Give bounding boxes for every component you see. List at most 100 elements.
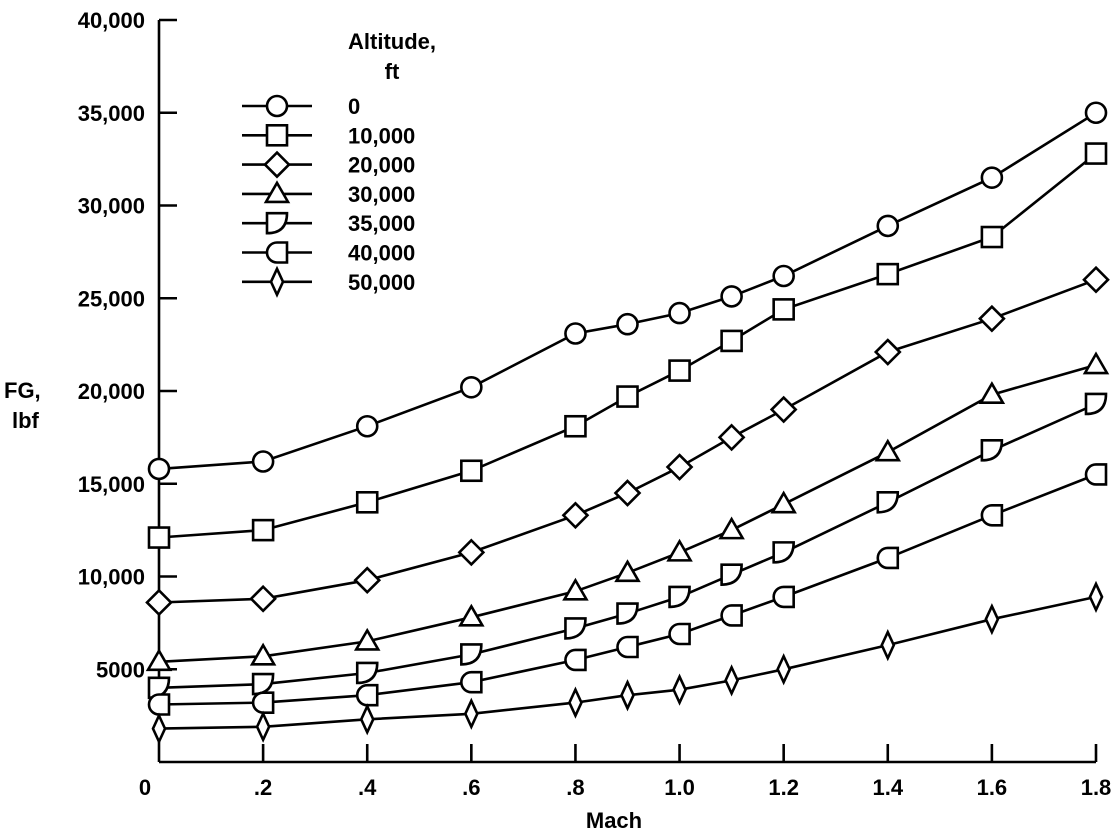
legend-marker [265, 124, 289, 147]
series-20000 [145, 265, 1110, 617]
data-point [147, 693, 171, 716]
x-tick-label: .6 [462, 775, 480, 800]
data-point [978, 381, 1006, 405]
series-lines [145, 101, 1110, 745]
data-point [873, 338, 902, 366]
data-point [616, 312, 639, 336]
data-point [145, 588, 173, 617]
data-point [980, 439, 1004, 462]
legend-entry: 50,000 [242, 265, 415, 298]
x-tick-label: 1.0 [664, 775, 695, 800]
data-point [720, 563, 743, 586]
data-point [776, 653, 792, 686]
data-point [1084, 101, 1108, 125]
data-point [717, 423, 746, 452]
y-axis-title-line-1: FG, [4, 378, 41, 403]
y-tick-label: 5000 [96, 657, 145, 682]
data-point [355, 683, 379, 707]
data-point [668, 585, 691, 609]
data-point [672, 673, 687, 706]
data-point [458, 603, 485, 627]
x-tick-label: 1.2 [768, 775, 799, 800]
data-point [564, 322, 587, 345]
data-point [1084, 142, 1108, 165]
data-point [613, 479, 642, 507]
x-tick-label: 0 [139, 775, 151, 800]
data-point [145, 648, 173, 672]
legend-title-line-2: ft [385, 59, 400, 84]
data-point [151, 712, 167, 745]
data-point [876, 491, 900, 514]
series-line [158, 402, 1097, 690]
legend-entry: 40,000 [242, 241, 415, 266]
data-point [355, 414, 379, 438]
y-tick-label: 15,000 [78, 472, 145, 497]
data-point [460, 459, 483, 483]
legend: 0 10,000 20,000 30,000 35,000 40,000 50,000 [242, 94, 415, 298]
data-point [665, 453, 694, 481]
y-tick-label: 10,000 [78, 565, 145, 590]
x-tick-label: .4 [358, 775, 377, 800]
data-point [770, 490, 797, 514]
data-point [880, 629, 896, 662]
data-point [980, 225, 1004, 249]
series-line [158, 473, 1097, 706]
data-point [616, 602, 639, 625]
series-0 [147, 101, 1108, 481]
data-point [463, 697, 479, 730]
data-point [720, 604, 743, 627]
data-point [564, 414, 587, 438]
data-point [359, 703, 375, 736]
legend-label: 35,000 [348, 211, 415, 236]
series-line [158, 152, 1097, 539]
series-35000 [147, 392, 1108, 700]
y-tick-label: 25,000 [78, 286, 145, 311]
data-point [876, 214, 900, 238]
data-point [355, 490, 379, 514]
data-point [980, 166, 1004, 189]
data-point [876, 262, 900, 286]
data-point [668, 301, 691, 325]
legend-marker [263, 180, 291, 204]
legend-entry: 20,000 [242, 150, 415, 179]
data-point [147, 526, 171, 549]
data-point [720, 285, 743, 308]
data-point [772, 298, 795, 321]
data-point [249, 584, 277, 613]
data-point [614, 559, 641, 583]
data-point [1082, 265, 1110, 294]
x-tick-label: 1.8 [1081, 775, 1112, 800]
legend-label: 30,000 [348, 182, 415, 207]
x-tick-label: .2 [254, 775, 272, 800]
data-point [568, 686, 583, 719]
data-point [353, 566, 382, 595]
series-30000 [145, 351, 1110, 672]
legend-label: 50,000 [348, 270, 415, 295]
data-point [980, 503, 1004, 527]
legend-entry: 30,000 [242, 180, 415, 207]
x-axis-title: Mach [586, 808, 642, 833]
data-point [1082, 351, 1110, 375]
legend-marker [269, 265, 285, 298]
data-point [147, 457, 171, 481]
data-point [249, 642, 277, 666]
y-tick-label: 30,000 [78, 194, 145, 219]
data-point [772, 264, 795, 288]
data-point [460, 670, 483, 694]
legend-label: 0 [348, 94, 360, 119]
data-point [616, 635, 639, 659]
y-tick-label: 35,000 [78, 101, 145, 126]
legend-label: 20,000 [348, 153, 415, 178]
data-point [772, 585, 795, 609]
data-point [251, 691, 275, 714]
data-point [460, 643, 483, 666]
legend-label: 10,000 [348, 123, 415, 148]
data-point [720, 329, 743, 353]
data-point [460, 375, 483, 399]
data-point [769, 395, 798, 424]
data-point [724, 664, 740, 697]
data-point [255, 710, 271, 743]
data-point [620, 679, 635, 712]
data-point [772, 541, 795, 564]
